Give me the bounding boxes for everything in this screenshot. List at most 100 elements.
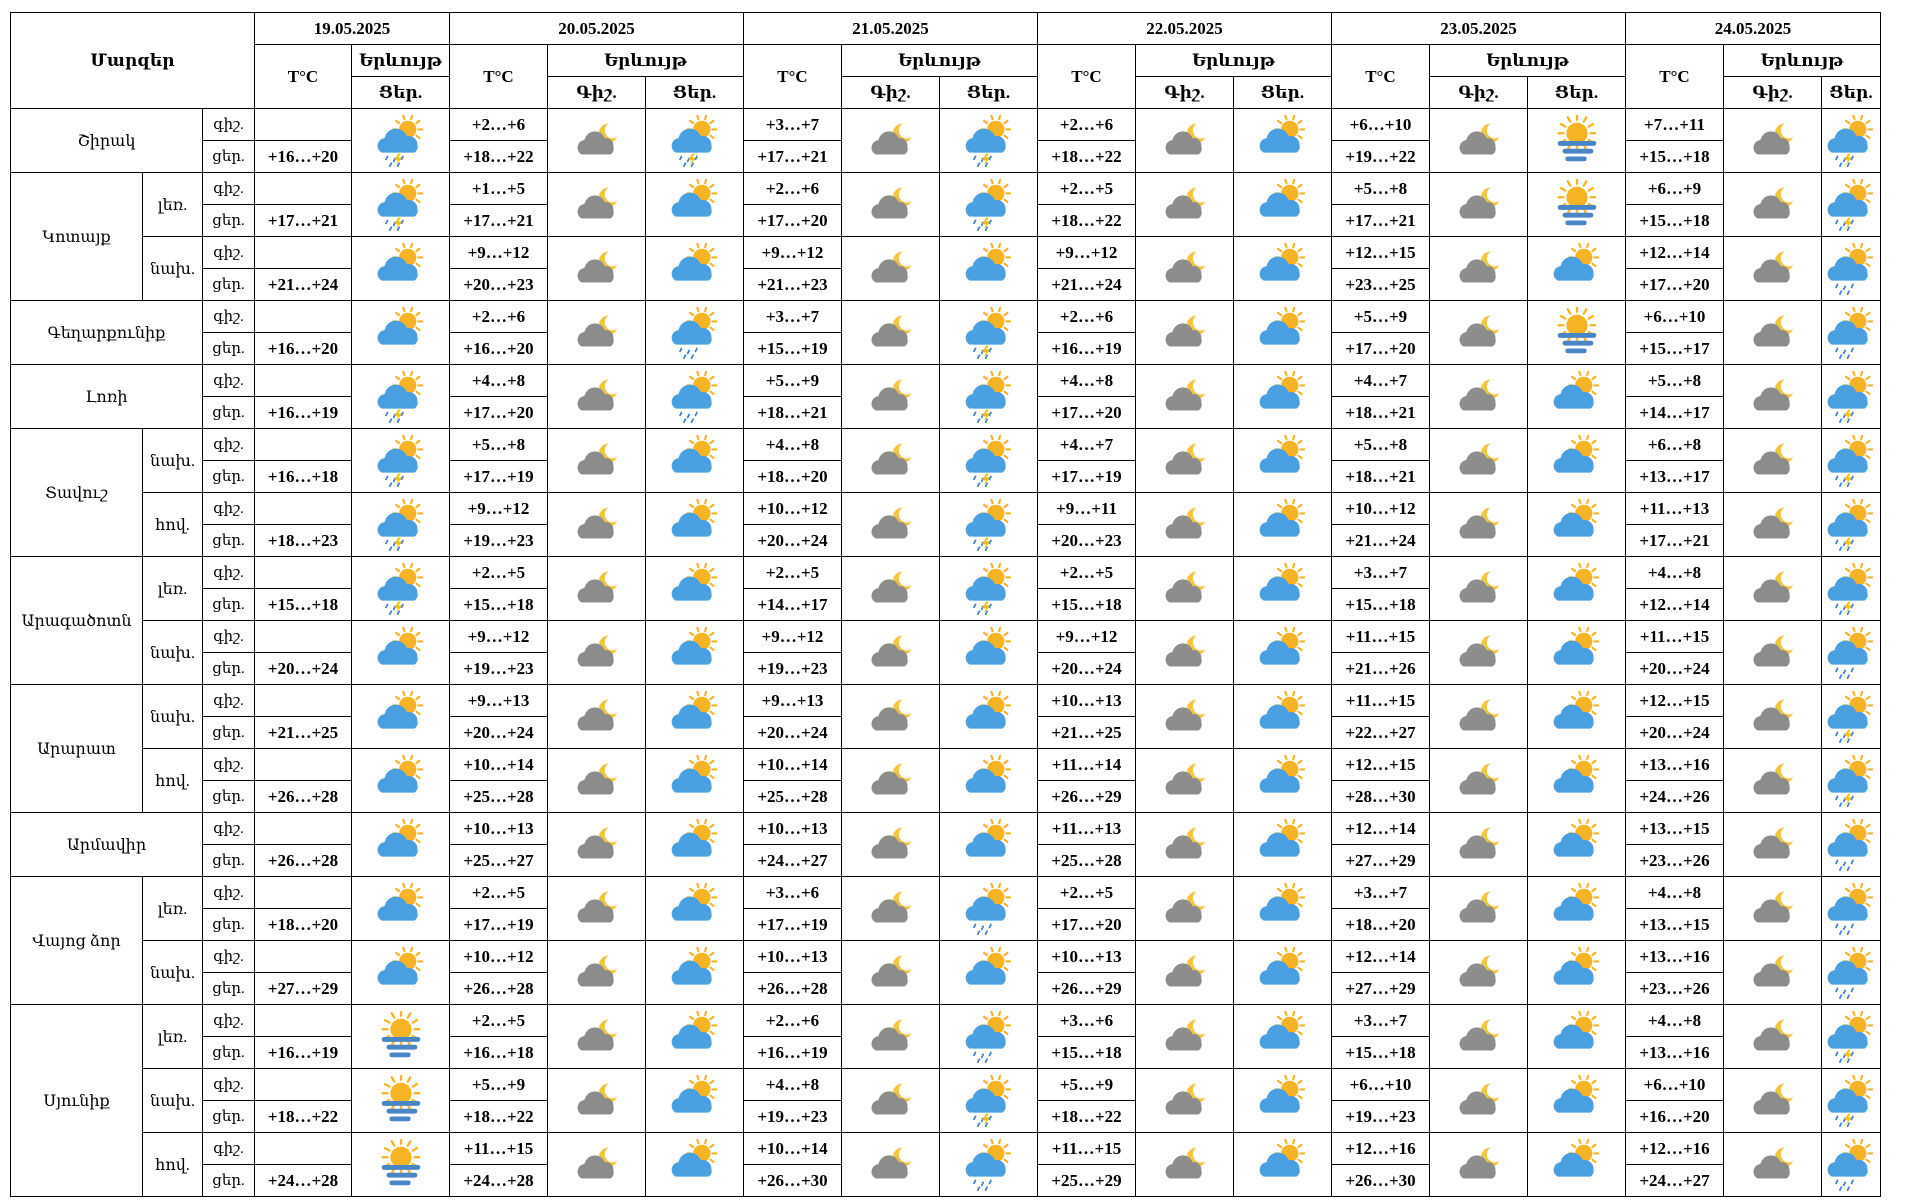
temp-cell-empty: [254, 876, 352, 909]
weather-cell-night: [547, 172, 646, 237]
moon-cloud-icon: [843, 1075, 939, 1127]
sun-cloud-storm-icon: [353, 434, 449, 487]
temp-day: +17…+19: [743, 908, 842, 941]
zone-name: լեռ.: [142, 172, 203, 237]
weather-cell-day: [1527, 428, 1626, 493]
temp-night: +10…+14: [449, 748, 548, 781]
weather-cell-day: [1233, 1004, 1332, 1069]
sun-cloud-icon: [353, 626, 449, 679]
temp-day: +13…+17: [1625, 460, 1724, 493]
night-label: գիշ.: [202, 876, 255, 909]
moon-cloud-icon: [549, 819, 645, 871]
weather-cell-night: [1429, 300, 1528, 365]
sun-cloud-icon: [1529, 562, 1625, 615]
temp-night: +13…+16: [1625, 748, 1724, 781]
phenomenon-header: Երևույթ: [547, 44, 744, 77]
temp-day: +18…+20: [254, 908, 352, 941]
moon-cloud-icon: [1431, 179, 1527, 231]
sun-cloud-icon: [1235, 1138, 1331, 1191]
temp-night: +3…+6: [1037, 1004, 1136, 1037]
temp-day: +20…+23: [1037, 524, 1136, 557]
temp-day: +18…+22: [1037, 140, 1136, 173]
moon-cloud-icon: [1725, 179, 1821, 231]
weather-cell-night: [547, 1004, 646, 1069]
weather-cell-night: [1135, 1132, 1234, 1197]
weather-cell-day: [939, 684, 1038, 749]
temp-day: +13…+16: [1625, 1036, 1724, 1069]
temp-day: +20…+24: [743, 524, 842, 557]
temp-night: +4…+8: [743, 428, 842, 461]
sun-cloud-rain-icon: [941, 1138, 1037, 1191]
sun-cloud-storm-icon: [941, 498, 1037, 551]
night-label: գիշ.: [202, 812, 255, 845]
weather-cell-day: [1821, 172, 1881, 237]
weather-cell-day: [1233, 364, 1332, 429]
sun-cloud-icon: [1235, 818, 1331, 871]
weather-cell-night: [841, 556, 940, 621]
table-row: Արմավիր գիշ. +10…+13 +10…+13 +11…+13 +12…+14 +…: [10, 812, 1881, 877]
temp-night: +9…+12: [743, 620, 842, 653]
sun-cloud-icon: [941, 946, 1037, 999]
night-label: գիշ.: [202, 1132, 255, 1165]
table-row: ցեր. +16…+20 +18…+22 +17…+21 +18…+22 +19…+22 +…: [11, 140, 1881, 173]
temp-day: +26…+30: [1331, 1164, 1430, 1197]
moon-cloud-icon: [843, 179, 939, 231]
weather-cell-day: [645, 1132, 744, 1197]
region-name: Գեղարքունիք: [10, 300, 203, 365]
table-row: ցեր. +16…+19 +16…+18 +16…+19 +15…+18 +15…+18 +…: [11, 1036, 1881, 1069]
weather-cell-day: [645, 236, 744, 301]
temp-day: +16…+20: [254, 140, 352, 173]
weather-cell-night: [1723, 1132, 1822, 1197]
table-row: ցեր. +17…+21 +17…+21 +17…+20 +18…+22 +17…+21 +…: [11, 204, 1881, 237]
weather-cell-night: [841, 172, 940, 237]
sun-cloud-icon: [1529, 1074, 1625, 1127]
sun-cloud-icon: [1529, 1138, 1625, 1191]
weather-cell-day: [1233, 876, 1332, 941]
sun-cloud-storm-icon: [941, 1074, 1037, 1127]
moon-cloud-icon: [1725, 755, 1821, 807]
sun-cloud-icon: [647, 754, 743, 807]
moon-cloud-icon: [549, 179, 645, 231]
sun-fog-icon: [353, 1010, 449, 1063]
weather-cell-night: [1723, 940, 1822, 1005]
temp-header: T°C: [1037, 44, 1136, 109]
table-row: հով. գիշ. +9…+12 +10…+12 +9…+11 +10…+12 +11…+1…: [11, 492, 1881, 557]
day-subheader: Ցեր.: [1233, 76, 1332, 109]
region-name: Շիրակ: [10, 108, 203, 173]
day-label: ցեր.: [202, 140, 255, 173]
weather-cell-night: [1723, 620, 1822, 685]
moon-cloud-icon: [549, 947, 645, 999]
weather-cell-night: [1429, 1068, 1528, 1133]
temp-night: +6…+8: [1625, 428, 1724, 461]
temp-day: +18…+22: [254, 1100, 352, 1133]
temp-day: +20…+24: [1625, 652, 1724, 685]
weather-cell-night: [841, 236, 940, 301]
temp-night: +11…+15: [1331, 684, 1430, 717]
sun-cloud-icon: [353, 306, 449, 359]
table-row: ցեր. +26…+28 +25…+27 +24…+27 +25…+28 +27…+29 +…: [11, 844, 1881, 877]
weather-cell-day: [1233, 108, 1332, 173]
temp-day: +24…+26: [1625, 780, 1724, 813]
weather-cell-night: [1723, 748, 1822, 813]
sun-cloud-icon: [1235, 114, 1331, 167]
weather-cell-night: [1135, 236, 1234, 301]
weather-cell-day: [645, 940, 744, 1005]
sun-cloud-icon: [1235, 306, 1331, 359]
temp-day: +16…+20: [1625, 1100, 1724, 1133]
table-row: հով. գիշ. +10…+14 +10…+14 +11…+14 +12…+15 +13……: [11, 748, 1881, 813]
moon-cloud-icon: [549, 1075, 645, 1127]
weather-cell-night: [1135, 684, 1234, 749]
weather-cell-day: [645, 108, 744, 173]
temp-night: +3…+7: [1331, 1004, 1430, 1037]
zone-name: լեռ.: [142, 876, 203, 941]
day-subheader: Ցեր.: [1527, 76, 1626, 109]
weather-cell-night: [1723, 236, 1822, 301]
sun-cloud-icon: [1529, 1010, 1625, 1063]
sun-cloud-icon: [353, 882, 449, 935]
temp-day: +26…+29: [1037, 972, 1136, 1005]
temp-day: +26…+29: [1037, 780, 1136, 813]
weather-cell-day: [1821, 364, 1881, 429]
temp-day: +16…+19: [254, 1036, 352, 1069]
weather-cell-day: [1233, 620, 1332, 685]
moon-cloud-icon: [549, 435, 645, 487]
